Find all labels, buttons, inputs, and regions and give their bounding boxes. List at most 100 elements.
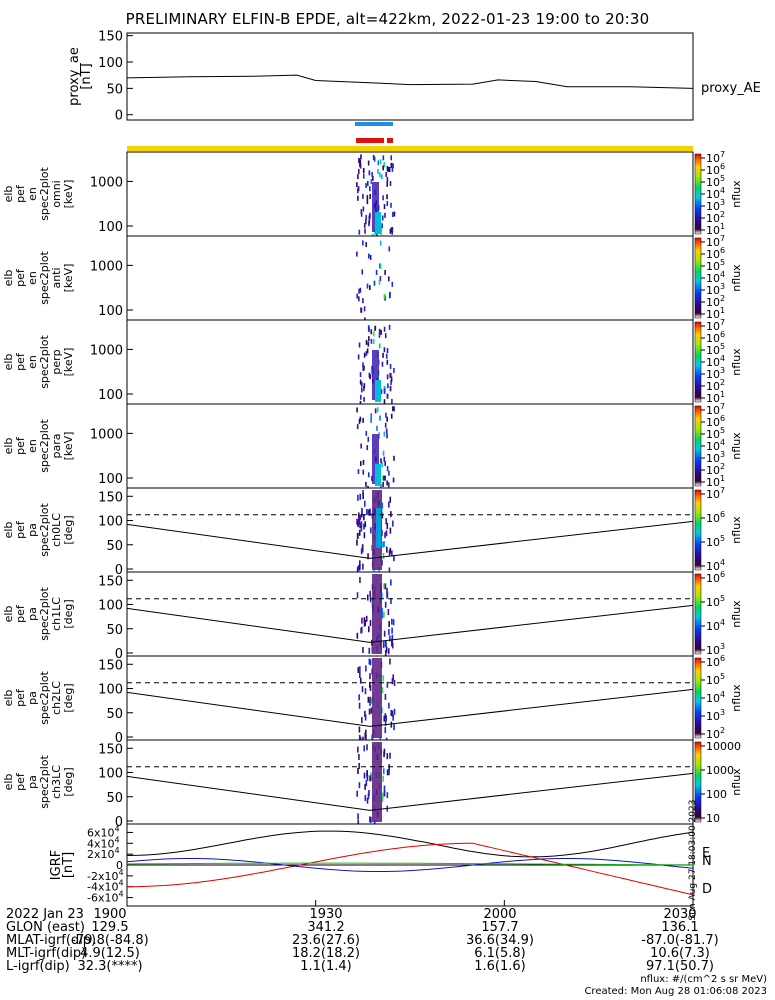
spectrogram-pixel	[357, 195, 359, 201]
spectrogram-ytick-label: 50	[106, 623, 123, 638]
spectrogram-pixel	[390, 413, 393, 419]
spectrogram-pixel	[386, 416, 388, 422]
spectrogram-pixel	[387, 482, 390, 488]
spectrogram-pixel	[363, 396, 365, 402]
spectrogram-pixel	[358, 762, 361, 769]
spectrogram-pixel	[357, 468, 360, 474]
colorbar-tick-label: 102	[706, 294, 725, 309]
spectrogram-pixel	[391, 166, 394, 172]
spectrogram-pixel	[380, 329, 383, 335]
spectrogram-pixel	[359, 677, 362, 684]
spectrogram-pixel	[380, 226, 382, 232]
spectrogram-pixel	[370, 368, 373, 374]
spectrogram-pixel	[359, 514, 361, 521]
spectrogram-ytick-label: 150	[98, 490, 123, 505]
spectrogram-pixel	[371, 475, 373, 481]
spectrogram-pixel	[386, 753, 389, 760]
spectrogram-pixel	[383, 204, 386, 210]
spectrogram-pixel	[381, 796, 384, 803]
igrf-e-line	[127, 862, 693, 866]
spectrogram-pixel	[392, 520, 394, 527]
colorbar-tick-label: 10	[706, 812, 720, 825]
spectrogram-pixel	[378, 328, 381, 334]
spectrogram-pixel	[358, 229, 361, 235]
spectrogram-pixel	[381, 607, 383, 614]
igrf-ytick-label: 2x104	[87, 846, 120, 861]
spectrogram-pixel	[358, 694, 360, 701]
spectrogram-pixel	[365, 665, 367, 672]
spectrogram-pixel	[360, 211, 363, 217]
spectrogram-panel-frame	[126, 403, 694, 489]
ephemeris-value: -79.8(-84.8)	[71, 933, 149, 948]
spectrogram-pixel	[386, 348, 389, 354]
spectrogram-ytick-label: 0	[115, 647, 123, 662]
spectrogram-pixel	[357, 518, 360, 525]
spectrogram-pixel	[359, 460, 362, 466]
spectrogram-pixel	[367, 436, 370, 442]
spectrogram-pixel	[365, 430, 368, 436]
spectrogram-pixel	[389, 752, 391, 759]
spectrogram-pixel	[372, 175, 374, 181]
spectrogram-pixel	[387, 383, 389, 389]
spectrogram-pixel	[390, 709, 393, 716]
spectrogram-pixel	[369, 186, 371, 192]
spectrogram-pixel	[368, 681, 371, 688]
spectrogram-pixel	[373, 156, 376, 162]
spectrogram-pixel	[358, 754, 360, 761]
loss-cone-line	[126, 772, 694, 811]
colorbar-tick-label: 102	[706, 378, 725, 393]
spectrogram-panel-frame	[126, 739, 694, 825]
spectrogram-pixel	[360, 154, 362, 160]
spectrogram-pixel	[369, 659, 372, 666]
igrf-n-line	[126, 858, 694, 872]
loss-cone-line	[126, 688, 694, 727]
spectrogram-pixel	[358, 702, 361, 709]
spectrogram-core	[372, 434, 379, 484]
spectrogram-pixel	[389, 658, 391, 665]
spectrogram-pixel	[393, 367, 395, 373]
spectrogram-pixel	[384, 333, 387, 339]
spectrogram-pixel	[358, 560, 361, 567]
igrf-e-legend: E	[702, 846, 710, 861]
spectrogram-pixel	[357, 819, 360, 826]
spectrogram-pixel	[384, 650, 387, 657]
igrf-total-line	[126, 830, 694, 858]
spectrogram-pixel	[374, 408, 377, 414]
spectrogram-pixel	[383, 456, 386, 462]
spectrogram-pixel	[383, 715, 386, 722]
spectrogram-pixel	[384, 693, 387, 700]
spectrogram-pixel	[384, 713, 387, 720]
spectrogram-core-hot	[376, 508, 381, 548]
spectrogram-pixel	[385, 428, 388, 434]
created-stamp: Created: Mon Aug 28 01:06:08 2023	[584, 986, 767, 997]
spectrogram-pixel	[393, 211, 396, 217]
spectrogram-pixel	[383, 388, 386, 394]
spectrogram-pixel	[356, 592, 359, 599]
spectrogram-ytick-label: 1000	[90, 175, 123, 190]
colorbar-label: nflux	[730, 264, 743, 292]
spectrogram-pixel	[362, 298, 364, 304]
spectrogram-pixel	[365, 339, 368, 345]
spectrogram-pixel	[356, 539, 358, 546]
spectrogram-pixel	[388, 629, 390, 636]
spectrogram-pixel	[366, 774, 369, 781]
ephemeris-value: 10.6(7.3)	[650, 946, 710, 961]
spectrogram-pixel	[382, 775, 384, 782]
spectrogram-pixel	[378, 432, 381, 438]
spectrogram-ylabel: elbpefenspec2plotperp[keV]	[2, 335, 75, 389]
loss-cone-line	[126, 604, 694, 643]
spectrogram-pixel	[356, 632, 359, 639]
colorbar-tick-label: 100	[706, 788, 727, 801]
spectrogram-pixel	[380, 484, 382, 490]
spectrogram-pixel	[386, 591, 389, 598]
spectrogram-pixel	[365, 735, 367, 742]
spectrogram-pixel	[356, 566, 359, 573]
spectrogram-pixel	[368, 647, 371, 654]
igrf-d-line	[127, 842, 694, 896]
ephemeris-value: 1.6(1.6)	[474, 959, 526, 974]
spectrogram-pixel	[370, 338, 373, 344]
spectrogram-pixel	[371, 172, 373, 178]
spectrogram-pixel	[358, 288, 360, 294]
ephemeris-value: 23.6(27.6)	[291, 933, 361, 948]
spectrogram-pixel	[370, 544, 373, 551]
